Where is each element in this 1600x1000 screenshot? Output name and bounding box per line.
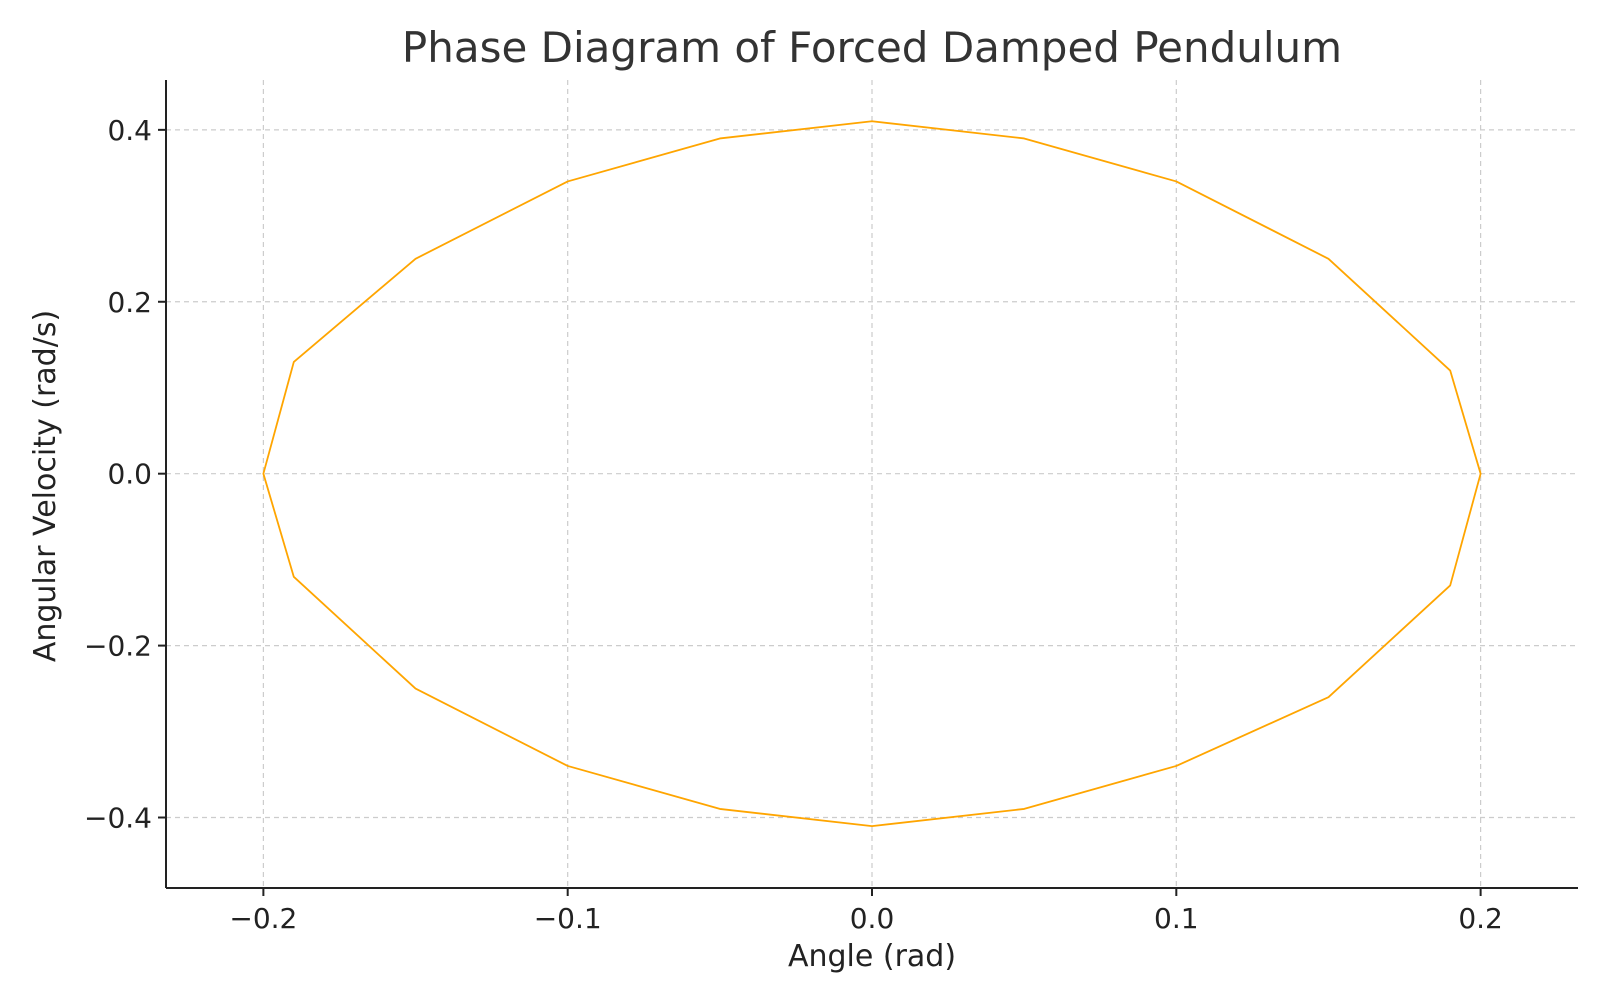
y-axis-label: Angular Velocity (rad/s)	[28, 310, 63, 662]
x-tick-label: 0.1	[1154, 902, 1199, 935]
y-axis-ticks: 0.4 0.2 0.0 −0.2 −0.4	[84, 114, 166, 835]
x-tick-label: 0.2	[1458, 902, 1503, 935]
x-axis-label: Angle (rad)	[788, 939, 956, 974]
y-tick-label: −0.4	[84, 802, 152, 835]
x-axis-ticks: −0.2 −0.1 0.0 0.1 0.2	[229, 888, 1503, 935]
y-tick-label: 0.0	[107, 458, 152, 491]
y-tick-label: 0.2	[107, 286, 152, 319]
x-tick-label: 0.0	[850, 902, 895, 935]
grid	[166, 80, 1578, 888]
plot-area	[262, 120, 1482, 828]
y-tick-label: −0.2	[84, 630, 152, 663]
x-tick-label: −0.2	[229, 902, 297, 935]
y-tick-label: 0.4	[107, 114, 152, 147]
phase-trajectory-0	[262, 120, 1482, 828]
x-tick-label: −0.1	[534, 902, 602, 935]
chart-title: Phase Diagram of Forced Damped Pendulum	[402, 23, 1342, 72]
